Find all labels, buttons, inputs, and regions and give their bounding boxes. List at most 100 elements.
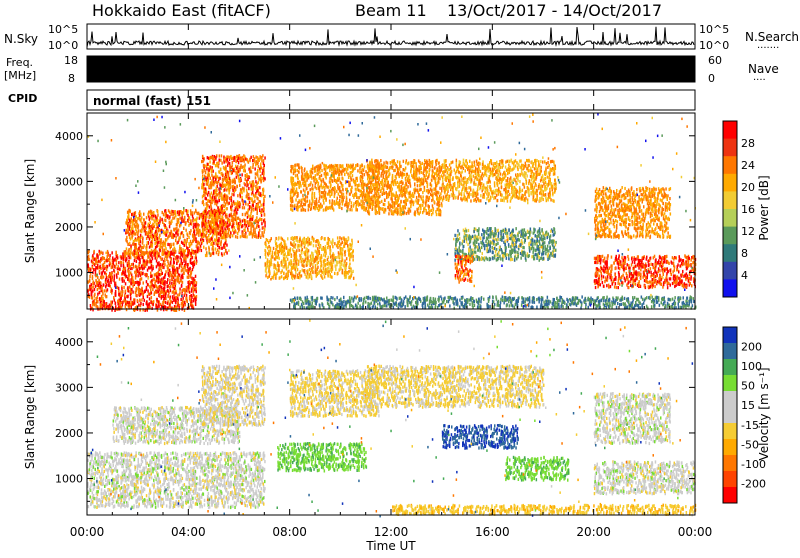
- scatter-cell: [319, 205, 322, 209]
- scatter-cell: [134, 256, 136, 260]
- scatter-cell: [232, 179, 235, 184]
- scatter-cell: [176, 255, 178, 259]
- scatter-cell: [289, 203, 292, 208]
- scatter-cell: [302, 197, 304, 201]
- scatter-cell: [324, 247, 326, 251]
- scatter-cell: [173, 286, 175, 290]
- scatter-cell: [324, 258, 327, 263]
- scatter-cell: [290, 236, 292, 241]
- scatter-cell: [122, 268, 125, 272]
- scatter-cell: [343, 273, 346, 277]
- scatter-cell: [204, 209, 206, 213]
- scatter-cell: [220, 234, 223, 238]
- scatter-cell: [239, 202, 242, 206]
- scatter-cell: [249, 166, 252, 170]
- scatter-cell: [314, 174, 317, 178]
- scatter-cell: [151, 306, 153, 310]
- scatter-cell: [112, 260, 114, 264]
- scatter-cell: [356, 208, 358, 212]
- scatter-cell: [291, 164, 293, 169]
- scatter-cell: [224, 194, 227, 198]
- scatter-cell: [317, 265, 319, 269]
- scatter-cell: [209, 176, 211, 180]
- scatter-cell: [158, 288, 160, 292]
- scatter-cell: [273, 257, 276, 261]
- scatter-cell: [164, 241, 167, 245]
- scatter-cell: [204, 207, 207, 211]
- scatter-cell: [297, 262, 300, 266]
- scatter-cell: [170, 230, 173, 234]
- scatter-cell: [220, 195, 223, 199]
- scatter-cell: [173, 292, 176, 296]
- scatter-cell: [349, 258, 351, 262]
- scatter-cell: [308, 242, 311, 246]
- scatter-cell: [243, 206, 246, 210]
- scatter-cell: [164, 292, 166, 296]
- scatter-cell: [140, 289, 142, 293]
- scatter-cell: [237, 216, 240, 220]
- scatter-cell: [133, 251, 136, 255]
- scatter-cell: [259, 192, 262, 196]
- scatter-cell: [183, 238, 186, 242]
- scatter-cell: [220, 210, 223, 214]
- scatter-cell: [254, 227, 256, 231]
- scatter-cell: [144, 272, 146, 277]
- scatter-cell: [377, 189, 379, 193]
- scatter-cell: [158, 273, 160, 277]
- scatter-cell: [325, 205, 328, 209]
- scatter-cell: [192, 250, 195, 255]
- scatter-cell: [127, 228, 129, 233]
- scatter-cell: [252, 228, 255, 232]
- scatter-cell: [319, 175, 321, 179]
- scatter-cell: [206, 156, 209, 160]
- scatter-cell: [97, 300, 99, 304]
- scatter-cell: [187, 251, 190, 255]
- scatter-cell: [351, 165, 353, 169]
- scatter-cell: [205, 236, 208, 240]
- scatter-cell: [208, 173, 210, 177]
- scatter-cell: [274, 266, 277, 270]
- scatter-cell: [94, 270, 97, 274]
- scatter-cell: [336, 196, 338, 200]
- scatter-cell: [269, 251, 271, 255]
- scatter-cell: [363, 165, 366, 169]
- scatter-cell: [250, 184, 252, 188]
- scatter-cell: [214, 247, 217, 251]
- scatter-cell: [268, 250, 270, 254]
- scatter-cell: [159, 229, 162, 233]
- scatter-cell: [164, 282, 166, 286]
- scatter-cell: [167, 294, 170, 299]
- scatter-cell: [222, 165, 225, 170]
- scatter-cell: [104, 306, 106, 310]
- scatter-cell: [333, 194, 336, 198]
- scatter-cell: [223, 233, 225, 237]
- scatter-cell: [98, 291, 101, 295]
- scatter-cell: [114, 289, 117, 293]
- scatter-cell: [337, 192, 340, 196]
- scatter-cell: [180, 259, 183, 263]
- scatter-cell: [165, 218, 167, 223]
- scatter-cell: [176, 210, 179, 214]
- scatter-cell: [339, 172, 341, 176]
- scatter-cell: [145, 300, 148, 304]
- scatter-cell: [188, 290, 191, 294]
- scatter-cell: [206, 201, 208, 206]
- scatter-cell: [338, 167, 340, 171]
- scatter-cell: [185, 228, 187, 232]
- scatter-cell: [258, 191, 261, 195]
- scatter-cell: [341, 199, 343, 203]
- scatter-cell: [248, 214, 250, 218]
- scatter-cell: [174, 281, 177, 285]
- scatter-cell: [255, 235, 258, 239]
- scatter-cell: [212, 212, 214, 216]
- scatter-cell: [333, 168, 335, 172]
- scatter-cell: [255, 233, 257, 237]
- scatter-cell: [160, 257, 162, 261]
- scatter-cell: [124, 289, 127, 293]
- scatter-cell: [215, 209, 217, 213]
- scatter-cell: [204, 253, 207, 258]
- scatter-cell: [264, 269, 267, 273]
- scatter-cell: [288, 269, 290, 273]
- scatter-cell: [98, 286, 100, 290]
- scatter-cell: [371, 173, 374, 178]
